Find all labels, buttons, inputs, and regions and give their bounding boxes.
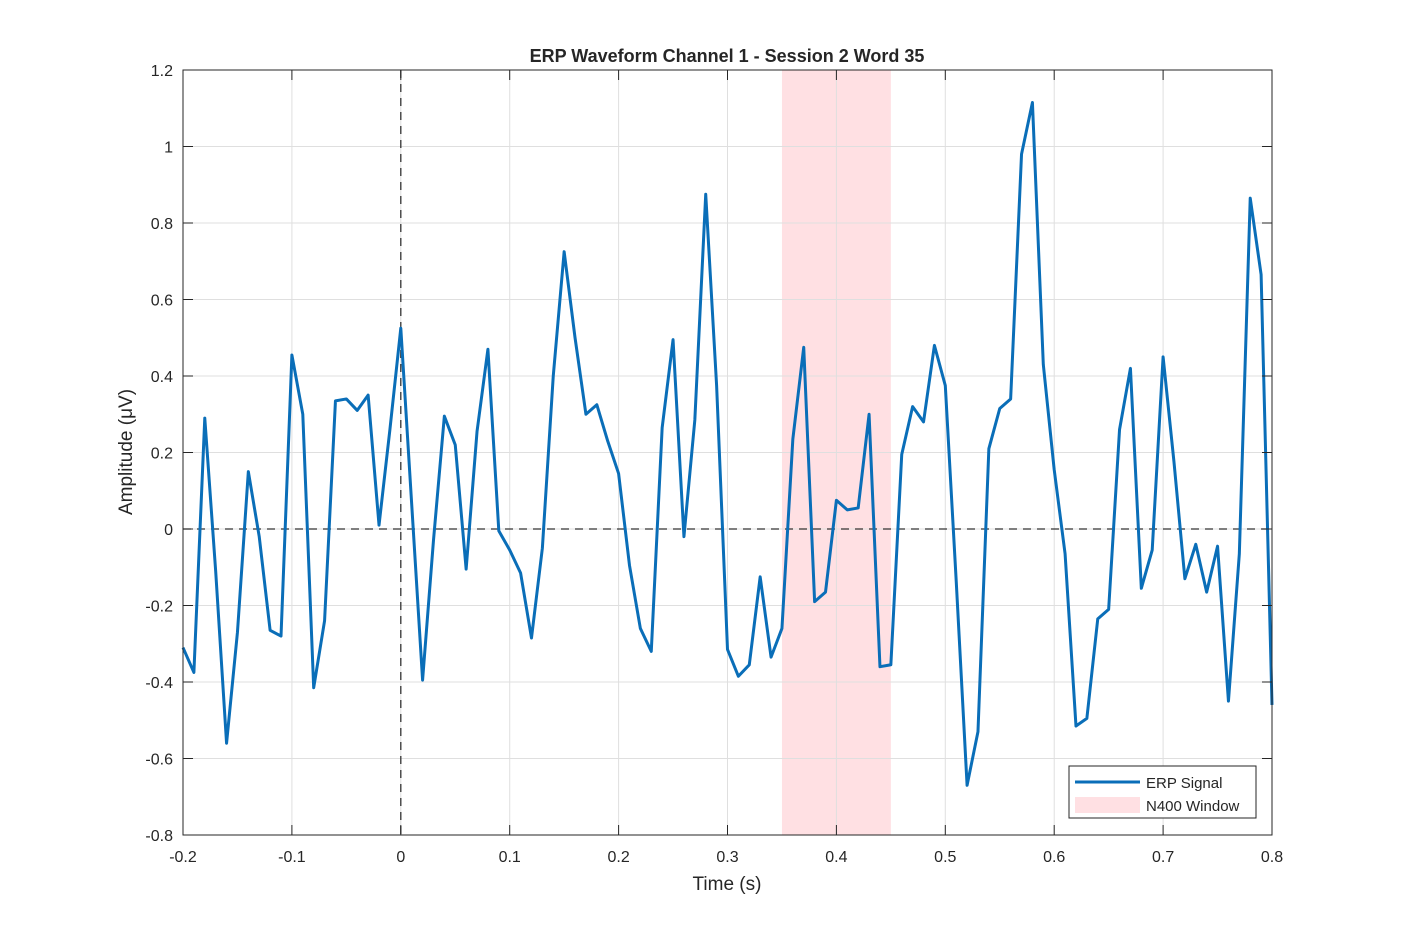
y-tick-label: 1 (164, 140, 173, 157)
y-tick-labels: -0.8 -0.6 -0.4 -0.2 0 0.2 0.4 0.6 0.8 1 1.2 (145, 63, 173, 845)
x-tick-label: -0.2 (169, 849, 197, 866)
legend-erp-label: ERP Signal (1146, 775, 1222, 792)
y-tick-label: -0.6 (145, 752, 173, 769)
x-axis-label: Time (s) (693, 874, 762, 895)
y-axis-label: Amplitude (μV) (116, 389, 137, 515)
y-tick-label: 0.2 (151, 446, 173, 463)
x-tick-label: 0 (396, 849, 405, 866)
chart-title: ERP Waveform Channel 1 - Session 2 Word … (530, 46, 925, 66)
x-tick-labels: -0.2 -0.1 0 0.1 0.2 0.3 0.4 0.5 0.6 0.7 0.8 (169, 849, 1283, 866)
x-tick-label: 0.5 (934, 849, 956, 866)
y-tick-label: 0.8 (151, 216, 173, 233)
x-tick-label: 0.1 (499, 849, 521, 866)
x-tick-label: -0.1 (278, 849, 306, 866)
axis-ticks (182, 69, 1273, 836)
erp-signal-line (181, 101, 1274, 787)
y-tick-label: 1.2 (151, 63, 173, 80)
legend-n400-swatch (1075, 797, 1140, 813)
y-tick-label: -0.8 (145, 828, 173, 845)
x-tick-label: 0.2 (607, 849, 629, 866)
x-tick-label: 0.6 (1043, 849, 1065, 866)
y-tick-label: 0.6 (151, 293, 173, 310)
x-tick-label: 0.7 (1152, 849, 1174, 866)
x-tick-label: 0.8 (1261, 849, 1283, 866)
x-tick-label: 0.3 (716, 849, 738, 866)
y-tick-label: -0.2 (145, 599, 173, 616)
y-tick-label: 0 (164, 522, 173, 539)
y-tick-label: -0.4 (145, 675, 173, 692)
legend: ERP Signal N400 Window (1068, 765, 1257, 819)
x-tick-label: 0.4 (825, 849, 847, 866)
y-tick-label: 0.4 (151, 369, 173, 386)
legend-n400-label: N400 Window (1146, 798, 1240, 815)
